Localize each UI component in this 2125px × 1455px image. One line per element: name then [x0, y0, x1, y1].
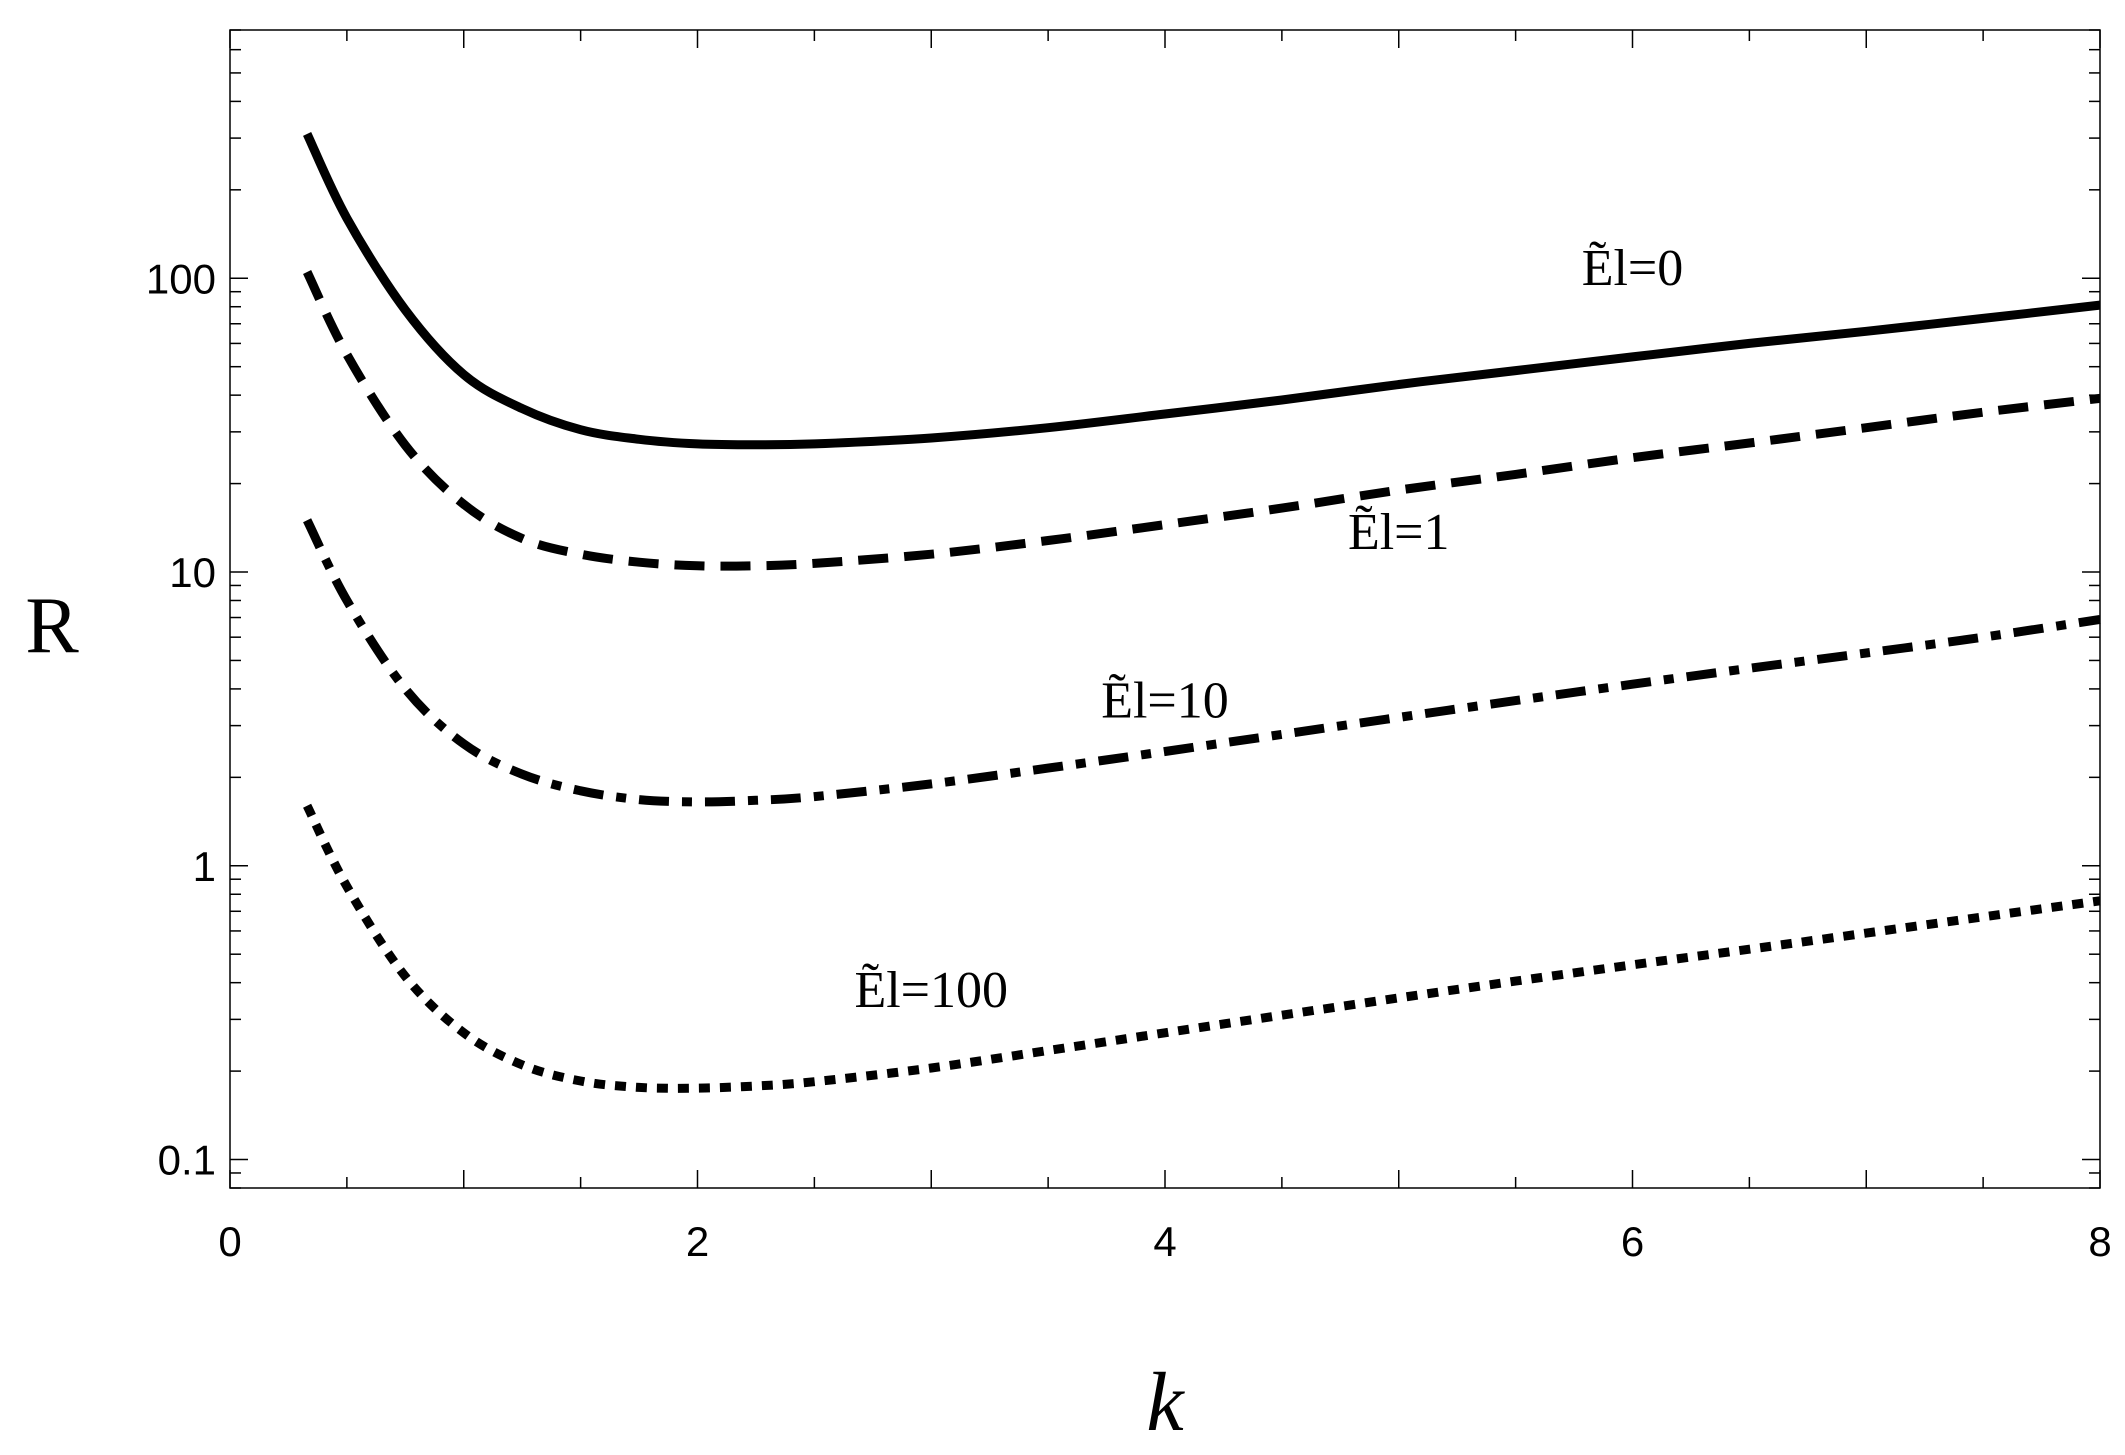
y-axis-label: R	[25, 582, 79, 670]
axis-tick-labels: 0 2 4 6 8 0.1 1 10 100	[146, 255, 2112, 1265]
x-tick-label: 6	[1621, 1218, 1644, 1265]
series-line	[303, 131, 2101, 450]
series-line	[303, 803, 2101, 1093]
series-line	[303, 518, 2101, 807]
y-tick-label: 100	[146, 255, 216, 302]
y-tick-label: 0.1	[158, 1137, 216, 1184]
plot-frame	[229, 29, 2101, 1189]
plot-area	[229, 29, 2101, 1189]
y-tick-label: 1	[193, 843, 216, 890]
x-tick-label: 0	[218, 1218, 241, 1265]
curve-label: Ẽl=100	[854, 962, 1008, 1019]
x-tick-label: 8	[2088, 1218, 2111, 1265]
curve-annotations: Ẽl=0 Ẽl=1 Ẽl=10 Ẽl=100	[854, 240, 1683, 1019]
curve-label: Ẽl=1	[1348, 504, 1450, 561]
y-tick-label: 10	[169, 549, 216, 596]
x-tick-label: 2	[686, 1218, 709, 1265]
curves	[303, 131, 2101, 1093]
axis-ticks	[229, 29, 2101, 1189]
x-tick-label: 4	[1153, 1218, 1176, 1265]
curve-label: Ẽl=0	[1582, 240, 1684, 297]
series-line	[303, 270, 2101, 571]
curve-label: Ẽl=10	[1101, 672, 1229, 729]
x-axis-label: k	[1146, 1356, 1185, 1449]
